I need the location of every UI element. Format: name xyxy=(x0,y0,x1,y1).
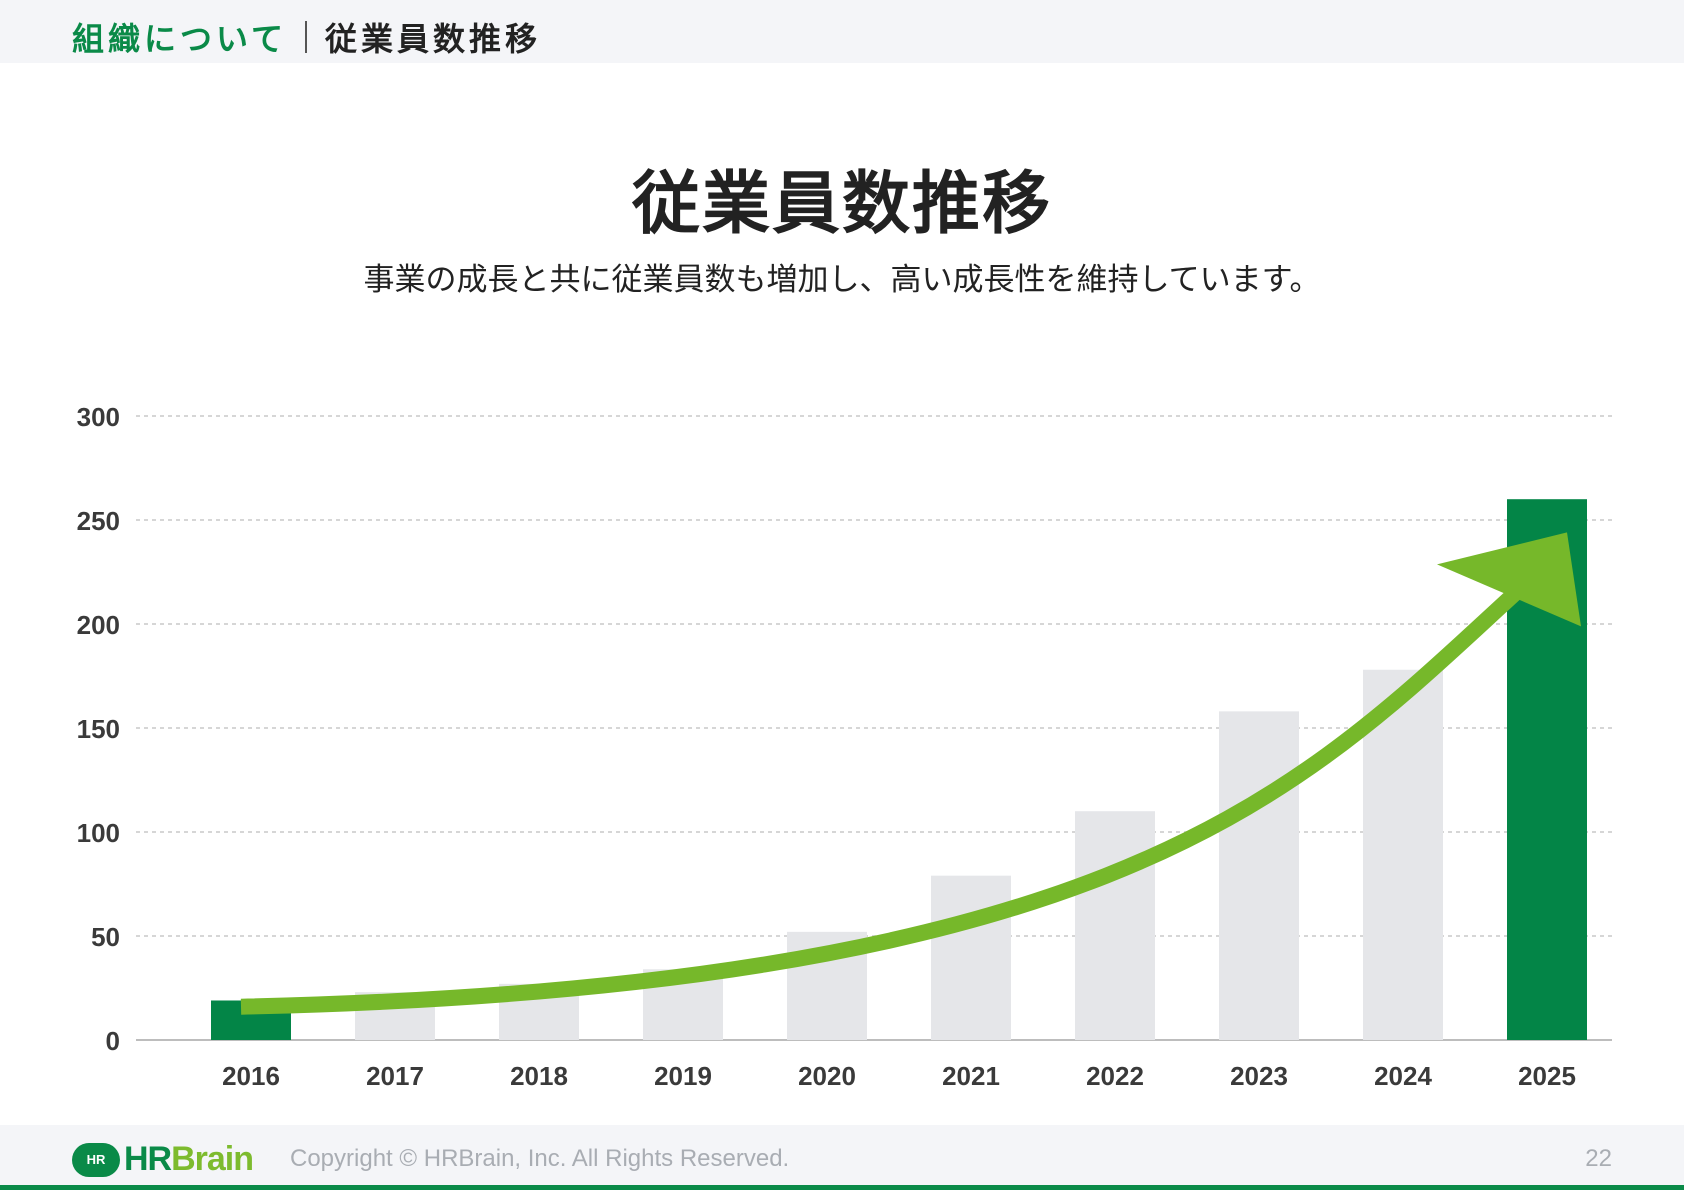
x-tick-label: 2025 xyxy=(1518,1061,1576,1091)
logo-badge: HR xyxy=(72,1142,120,1177)
trend-arrow xyxy=(240,532,1581,1015)
trend-arrowhead xyxy=(1437,532,1581,627)
y-tick-label: 100 xyxy=(77,818,120,848)
y-tick-label: 300 xyxy=(77,402,120,432)
bar-2023 xyxy=(1219,711,1299,1040)
breadcrumb-section: 組織について xyxy=(72,20,288,58)
y-tick-label: 200 xyxy=(77,610,120,640)
hrbrain-logo: HR HRBrain xyxy=(72,1140,254,1179)
x-tick-label: 2018 xyxy=(510,1061,568,1091)
x-tick-label: 2017 xyxy=(366,1061,424,1091)
y-tick-label: 150 xyxy=(77,714,120,744)
bars xyxy=(211,499,1587,1040)
y-tick-label: 250 xyxy=(77,506,120,536)
trend-curve xyxy=(240,576,1533,1015)
x-tick-label: 2020 xyxy=(798,1061,856,1091)
x-tick-label: 2024 xyxy=(1374,1061,1432,1091)
copyright-text: Copyright © HRBrain, Inc. All Rights Res… xyxy=(290,1145,790,1172)
page-number: 22 xyxy=(1585,1145,1612,1172)
breadcrumb-page: 従業員数推移 xyxy=(325,20,542,58)
x-tick-label: 2016 xyxy=(222,1061,280,1091)
bar-2024 xyxy=(1363,669,1443,1040)
page-title: 従業員数推移 xyxy=(631,165,1052,244)
x-tick-label: 2019 xyxy=(654,1061,712,1091)
page-subtitle: 事業の成長と共に従業員数も増加し、高い成長性を維持しています。 xyxy=(363,262,1321,298)
header-bar: 組織について 従業員数推移 xyxy=(0,0,1684,63)
bar-2021 xyxy=(931,875,1011,1040)
logo-wordmark: HRBrain xyxy=(124,1140,254,1179)
footer-bar xyxy=(0,1125,1684,1185)
y-tick-label: 50 xyxy=(91,922,120,952)
breadcrumb-divider xyxy=(305,21,308,53)
y-tick-label: 0 xyxy=(106,1026,120,1056)
logo-hr: HR xyxy=(124,1140,172,1178)
x-axis-ticks: 2016 2017 2018 2019 2020 2021 2022 2023 2024 2025 xyxy=(222,1061,1576,1091)
y-axis-ticks: 0 50 100 150 200 250 300 xyxy=(77,402,120,1056)
x-tick-label: 2022 xyxy=(1086,1061,1144,1091)
footer-accent-line xyxy=(0,1185,1684,1190)
x-tick-label: 2023 xyxy=(1230,1061,1288,1091)
logo-brain: Brain xyxy=(171,1140,254,1178)
x-tick-label: 2021 xyxy=(942,1061,1000,1091)
bar-2022 xyxy=(1075,811,1155,1040)
breadcrumb: 組織について 従業員数推移 xyxy=(72,14,541,60)
